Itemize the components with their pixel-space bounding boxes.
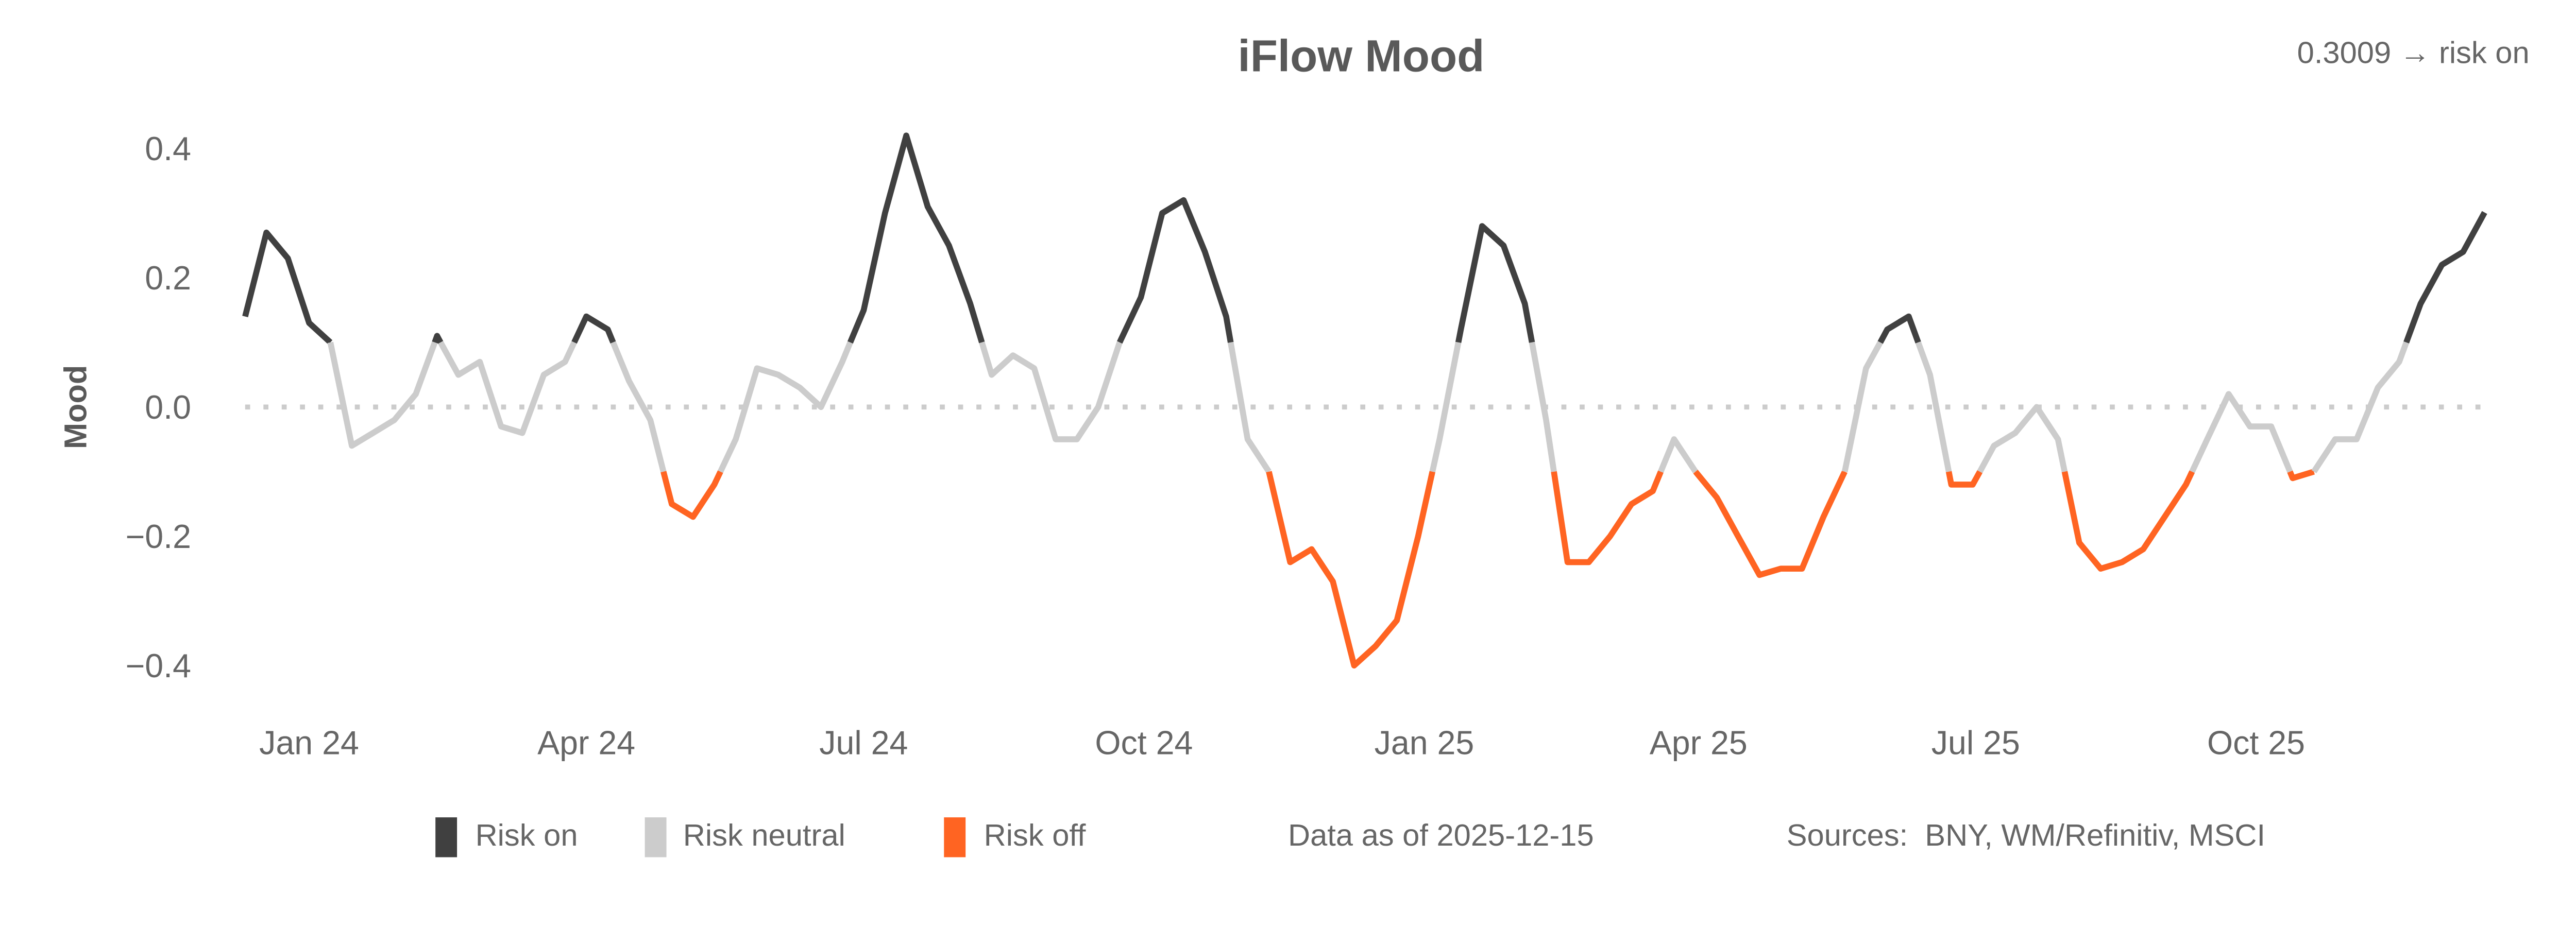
mood-segment-risk-off: [2287, 469, 2315, 482]
x-tick-label: Jul 25: [1931, 725, 2020, 762]
x-tick-label: Oct 25: [2207, 725, 2305, 762]
mood-segment-risk-on: [1455, 223, 1535, 343]
x-tick-label: Oct 24: [1095, 725, 1193, 762]
iflow-mood-chart: iFlow Mood 0.3009 → risk on Mood 0.40.20…: [58, 31, 2530, 857]
legend-label-risk-neutral: Risk neutral: [683, 818, 845, 852]
sources-note: Sources: BNY, WM/Refinitiv, MSCI: [1787, 818, 2265, 852]
mood-segment-risk-off: [1945, 470, 1982, 488]
mood-segment-risk-on: [1116, 197, 1234, 344]
legend-swatch-risk-off: [944, 817, 966, 857]
mood-segment-risk-neutral: [1529, 341, 1557, 472]
y-tick-label: 0.4: [145, 130, 191, 167]
mood-segment-risk-on: [432, 333, 444, 344]
legend-label-risk-off: Risk off: [984, 818, 1086, 852]
mood-segment-risk-neutral: [610, 341, 667, 473]
x-tick-label: Apr 24: [537, 725, 635, 762]
x-axis-ticks: Jan 24 Apr 24 Jul 24 Oct 24 Jan 25 Apr 25 Jul …: [259, 725, 2305, 762]
mood-segment-risk-neutral: [1977, 404, 2068, 473]
y-tick-label: −0.2: [126, 518, 191, 555]
data-as-of-note: Data as of 2025-12-15: [1288, 818, 1594, 852]
current-value-annotation: 0.3009 → risk on: [2297, 36, 2530, 70]
mood-segment-risk-on: [1877, 313, 1921, 344]
x-tick-label: Jan 25: [1375, 725, 1475, 762]
mood-segment-risk-neutral: [2311, 341, 2410, 473]
x-tick-label: Jul 24: [819, 725, 908, 762]
mood-segment-risk-on: [571, 313, 616, 344]
legend-swatch-risk-neutral: [645, 817, 667, 857]
mood-segment-risk-neutral: [718, 341, 853, 473]
y-tick-label: 0.2: [145, 260, 191, 297]
legend-label-risk-on: Risk on: [476, 818, 578, 852]
legend: Risk on Risk neutral Risk off Data as of…: [435, 817, 2265, 857]
mood-segment-risk-on: [242, 229, 333, 345]
mood-segment-risk-neutral: [1429, 341, 1462, 473]
mood-segment-risk-off: [2061, 470, 2195, 572]
mood-segment-risk-neutral: [1915, 341, 1952, 472]
mood-segment-risk-neutral: [1658, 436, 1698, 474]
legend-swatch-risk-on: [435, 817, 457, 857]
mood-segment-risk-neutral: [438, 341, 577, 436]
y-axis-ticks: 0.4 0.2 0.0 −0.2 −0.4: [126, 130, 191, 684]
x-tick-label: Apr 25: [1650, 725, 1748, 762]
mood-segment-risk-neutral: [1841, 341, 1883, 472]
mood-segment-risk-on: [2403, 211, 2487, 344]
mood-line: [242, 132, 2487, 669]
mood-segment-risk-on: [847, 132, 985, 344]
mood-segment-risk-off: [1266, 471, 1435, 669]
mood-segment-risk-neutral: [979, 341, 1123, 442]
x-tick-label: Jan 24: [259, 725, 359, 762]
y-tick-label: 0.0: [145, 389, 191, 426]
mood-segment-risk-neutral: [2189, 391, 2293, 473]
mood-segment-risk-neutral: [1227, 341, 1272, 473]
mood-segment-risk-off: [1551, 470, 1664, 565]
y-tick-label: −0.4: [126, 647, 191, 684]
mood-segment-risk-off: [660, 470, 723, 520]
mood-segment-risk-off: [1693, 470, 1848, 578]
y-axis-label: Mood: [58, 365, 93, 449]
chart-title: iFlow Mood: [1238, 31, 1485, 81]
mood-segment-risk-neutral: [327, 341, 438, 449]
